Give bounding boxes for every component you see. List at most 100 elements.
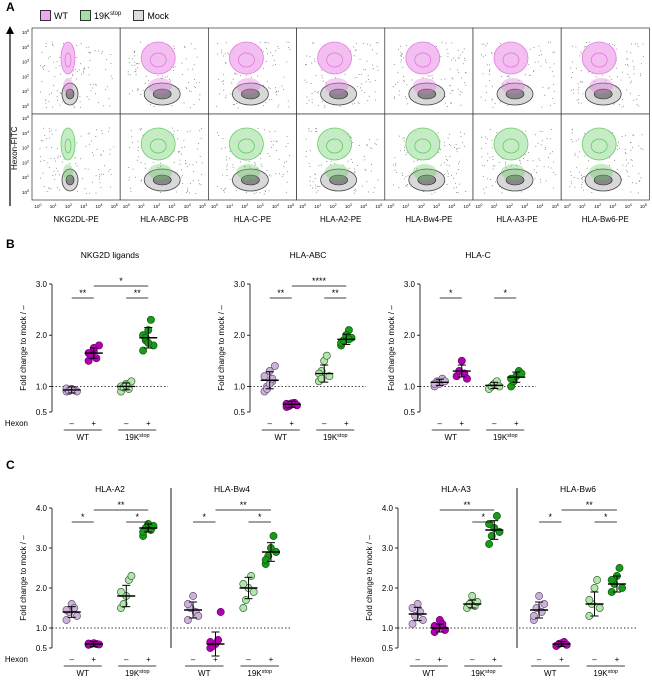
flow-event bbox=[43, 68, 44, 70]
flow-event bbox=[244, 166, 246, 168]
flow-event bbox=[314, 61, 316, 63]
flow-event bbox=[78, 69, 80, 71]
flow-event bbox=[459, 94, 461, 96]
flow-event bbox=[456, 148, 458, 150]
flow-event bbox=[226, 156, 227, 158]
flow-event bbox=[196, 82, 197, 84]
infected-contour-inner bbox=[414, 52, 432, 68]
flow-event bbox=[612, 132, 614, 134]
flow-event bbox=[90, 84, 91, 86]
flow-event bbox=[232, 103, 234, 105]
data-point bbox=[139, 346, 148, 355]
flow-event bbox=[641, 134, 643, 136]
flow-x-tick: 104 bbox=[448, 203, 455, 209]
flow-event bbox=[357, 101, 359, 103]
data-point bbox=[485, 520, 494, 528]
flow-event bbox=[374, 187, 376, 189]
flow-event bbox=[84, 168, 86, 170]
flow-event bbox=[195, 193, 197, 194]
flow-event bbox=[628, 175, 630, 177]
flow-event bbox=[552, 97, 554, 99]
flow-x-tick: 104 bbox=[625, 203, 632, 209]
flow-event bbox=[584, 176, 586, 178]
flow-event bbox=[140, 41, 142, 43]
flow-event bbox=[275, 173, 277, 175]
legend-mock-swatch bbox=[133, 10, 145, 21]
flow-event bbox=[529, 74, 531, 76]
flow-event bbox=[61, 161, 63, 163]
flow-event bbox=[263, 193, 265, 195]
flow-event bbox=[366, 181, 368, 183]
data-point bbox=[62, 616, 71, 624]
flow-event bbox=[499, 101, 501, 103]
flow-event bbox=[128, 57, 130, 59]
flow-event bbox=[484, 99, 486, 101]
flow-event bbox=[395, 83, 396, 85]
flow-event bbox=[406, 152, 408, 154]
flow-event bbox=[393, 97, 395, 99]
flow-event bbox=[199, 99, 200, 101]
flow-event bbox=[106, 59, 107, 60]
flow-event bbox=[175, 191, 177, 193]
flow-event bbox=[55, 129, 57, 131]
flow-event bbox=[185, 87, 187, 89]
flow-event bbox=[95, 83, 96, 85]
flow-event bbox=[129, 74, 131, 76]
flow-event bbox=[446, 170, 448, 172]
flow-event bbox=[443, 162, 445, 164]
flow-event bbox=[222, 138, 224, 139]
sig-label-short: * bbox=[258, 512, 262, 522]
flow-event bbox=[583, 189, 585, 191]
flow-event bbox=[577, 177, 579, 179]
flow-event bbox=[131, 136, 133, 138]
hexon-minus: – bbox=[322, 419, 327, 428]
flow-event bbox=[483, 43, 485, 45]
flow-event bbox=[46, 138, 48, 140]
flow-event bbox=[89, 60, 91, 61]
flow-event bbox=[547, 166, 549, 168]
flow-event bbox=[80, 158, 82, 160]
flow-event bbox=[462, 51, 464, 53]
flow-event bbox=[553, 161, 555, 163]
y-axis-arrowhead bbox=[6, 26, 14, 34]
flow-event bbox=[43, 186, 45, 188]
flow-event bbox=[616, 148, 618, 150]
flow-event bbox=[581, 182, 583, 184]
flow-event bbox=[368, 138, 370, 140]
flow-event bbox=[553, 75, 555, 77]
flow-event bbox=[275, 50, 277, 52]
flow-event bbox=[305, 138, 307, 140]
sig-label-short: * bbox=[203, 512, 207, 522]
flow-event bbox=[454, 59, 456, 61]
flow-event bbox=[94, 50, 96, 52]
flow-event bbox=[614, 160, 616, 161]
flow-event bbox=[453, 57, 455, 59]
flow-y-tick: 105 bbox=[22, 115, 29, 121]
flow-event bbox=[434, 191, 436, 193]
flow-event bbox=[60, 93, 62, 95]
flow-event bbox=[403, 178, 405, 180]
flow-event bbox=[432, 77, 434, 79]
flow-event bbox=[89, 52, 91, 54]
flow-event bbox=[266, 80, 268, 82]
hexon-minus: – bbox=[124, 655, 129, 664]
flow-event bbox=[400, 61, 402, 63]
flow-event bbox=[264, 190, 266, 192]
data-point bbox=[119, 600, 128, 608]
flow-event bbox=[542, 86, 544, 88]
flow-event bbox=[220, 188, 222, 190]
flow-event bbox=[630, 191, 632, 193]
flow-y-axis-label: Hexon-FITC bbox=[10, 126, 19, 170]
transition-contour bbox=[412, 164, 437, 180]
flow-event bbox=[39, 156, 41, 158]
flow-x-tick: 105 bbox=[287, 203, 294, 209]
flow-event bbox=[447, 137, 449, 139]
flow-event bbox=[59, 57, 61, 59]
legend-wt-label: WT bbox=[54, 10, 68, 21]
flow-event bbox=[272, 64, 274, 66]
flow-event bbox=[313, 42, 315, 44]
flow-event bbox=[574, 186, 576, 188]
flow-event bbox=[532, 160, 534, 162]
flow-event bbox=[444, 78, 446, 80]
flow-event bbox=[505, 161, 506, 163]
